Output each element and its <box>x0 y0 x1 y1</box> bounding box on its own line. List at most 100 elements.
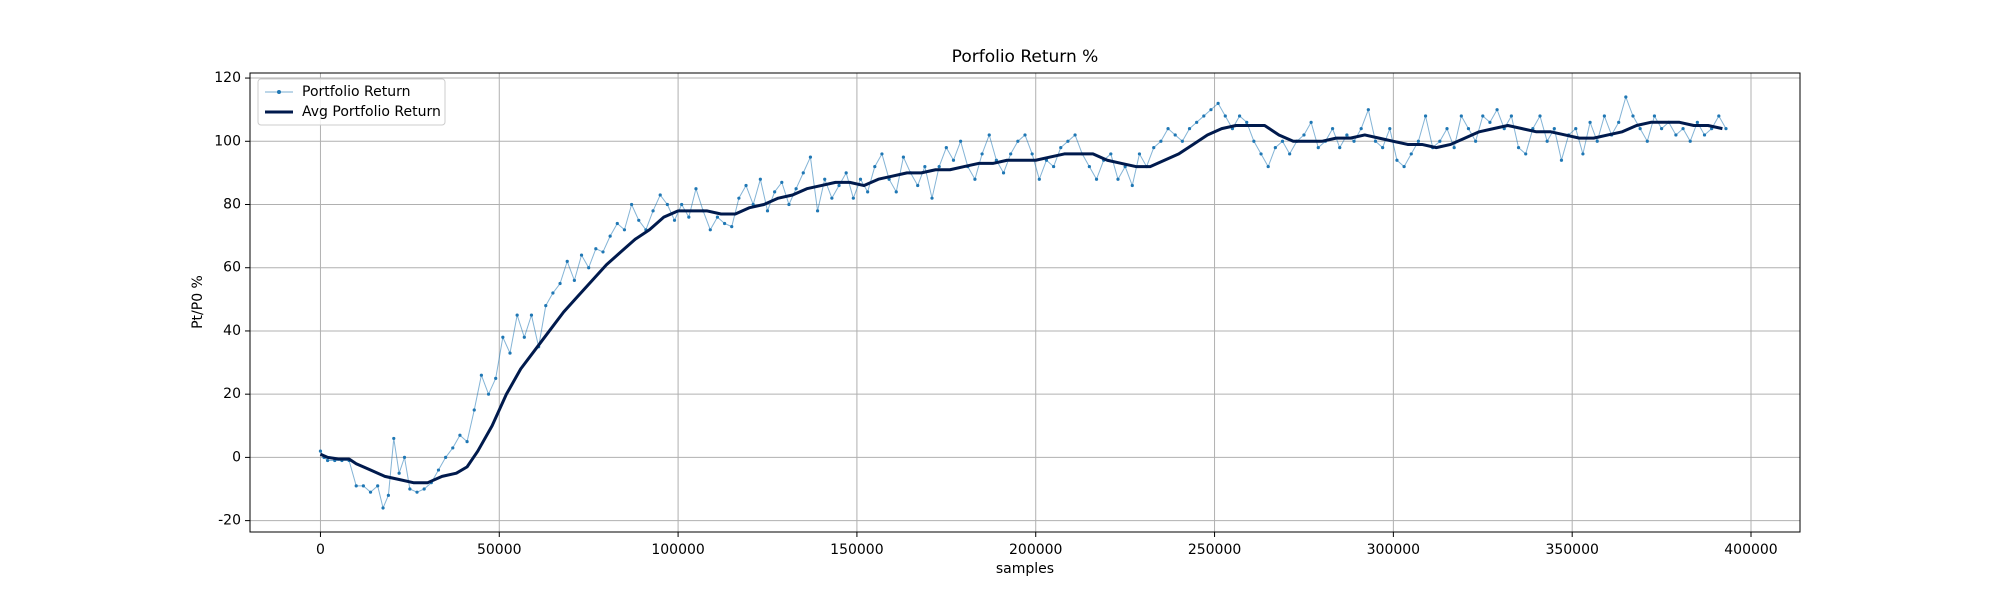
point-marker <box>1023 133 1027 137</box>
point-marker <box>422 487 426 491</box>
point-marker <box>494 376 498 380</box>
chart-title: Porfolio Return % <box>952 47 1099 67</box>
point-marker <box>1445 127 1449 131</box>
point-marker <box>1152 146 1156 150</box>
point-marker <box>1302 133 1306 137</box>
point-marker <box>823 177 827 181</box>
series-line <box>319 120 1723 485</box>
point-marker <box>397 471 401 475</box>
point-marker <box>1273 146 1277 150</box>
point-marker <box>1574 127 1578 131</box>
point-marker <box>1195 120 1199 124</box>
point-marker <box>1538 114 1542 118</box>
point-marker <box>794 187 798 191</box>
point-marker <box>844 171 848 175</box>
point-marker <box>773 190 777 194</box>
point-marker <box>1259 152 1263 156</box>
point-marker <box>851 196 855 200</box>
point-marker <box>579 253 584 257</box>
point-marker <box>672 218 677 222</box>
point-marker <box>1524 152 1528 156</box>
point-marker <box>515 313 519 317</box>
point-marker <box>1288 152 1292 156</box>
point-marker <box>479 373 483 377</box>
point-marker <box>415 490 419 494</box>
y-tick-label: 120 <box>214 70 241 86</box>
point-marker <box>1173 133 1177 137</box>
point-marker <box>1516 146 1521 150</box>
point-marker <box>601 250 605 254</box>
point-marker <box>408 487 412 491</box>
point-marker <box>1588 120 1592 124</box>
x-tick-label: 150000 <box>830 542 883 558</box>
point-marker <box>1416 139 1421 143</box>
point-marker <box>1423 114 1428 118</box>
y-tick-label: 100 <box>214 133 241 149</box>
point-marker <box>987 133 991 137</box>
point-marker <box>937 164 941 169</box>
point-marker <box>808 155 813 159</box>
point-marker <box>381 506 385 510</box>
point-marker <box>572 278 576 282</box>
point-marker <box>529 313 534 317</box>
point-marker <box>1052 164 1056 169</box>
point-marker <box>930 196 934 200</box>
point-marker <box>1388 127 1392 131</box>
point-marker <box>1202 114 1206 118</box>
point-marker <box>622 228 627 232</box>
point-marker <box>376 484 380 488</box>
point-marker <box>687 215 691 219</box>
point-marker <box>801 171 805 175</box>
point-marker <box>916 183 920 188</box>
point-marker <box>951 158 956 162</box>
point-marker <box>1552 127 1556 131</box>
point-marker <box>1037 177 1041 181</box>
point-marker <box>1652 114 1657 118</box>
point-marker <box>1595 139 1599 143</box>
point-marker <box>1438 139 1442 143</box>
point-marker <box>1602 114 1606 118</box>
point-marker <box>858 177 863 181</box>
point-marker <box>1366 108 1370 112</box>
y-tick-label: 20 <box>223 386 241 402</box>
point-marker <box>326 458 330 463</box>
point-marker <box>787 202 791 207</box>
point-marker <box>451 446 455 450</box>
point-marker <box>730 225 734 229</box>
point-marker <box>1087 164 1091 169</box>
point-marker <box>1373 139 1378 143</box>
point-marker <box>637 218 641 222</box>
point-marker <box>1717 114 1721 118</box>
point-marker <box>1116 177 1120 181</box>
point-marker <box>780 180 784 184</box>
point-marker <box>1345 133 1349 137</box>
point-marker <box>1094 177 1099 181</box>
point-marker <box>1702 133 1707 137</box>
y-tick-label: 60 <box>223 260 241 276</box>
point-marker <box>1066 139 1070 143</box>
point-marker <box>1352 139 1356 143</box>
point-marker <box>1659 127 1664 131</box>
point-marker <box>1581 152 1585 156</box>
point-marker <box>866 190 870 194</box>
point-marker <box>558 281 562 286</box>
point-marker <box>1466 127 1471 131</box>
point-marker <box>837 183 841 188</box>
point-marker <box>715 215 720 219</box>
point-marker <box>1016 139 1020 143</box>
point-marker <box>1223 114 1227 118</box>
point-marker <box>392 436 396 441</box>
x-tick-label: 250000 <box>1188 542 1241 558</box>
point-marker <box>386 493 391 497</box>
point-marker <box>1545 139 1549 143</box>
y-tick-label: 0 <box>232 449 241 465</box>
point-marker <box>765 209 770 213</box>
point-marker <box>472 408 476 412</box>
point-marker <box>1237 114 1242 118</box>
x-tick-label: 350000 <box>1545 542 1598 558</box>
legend-marker <box>277 90 281 94</box>
y-tick-label: 40 <box>223 323 241 339</box>
point-marker <box>1724 127 1728 131</box>
point-marker <box>1638 127 1642 131</box>
point-marker <box>694 187 698 191</box>
